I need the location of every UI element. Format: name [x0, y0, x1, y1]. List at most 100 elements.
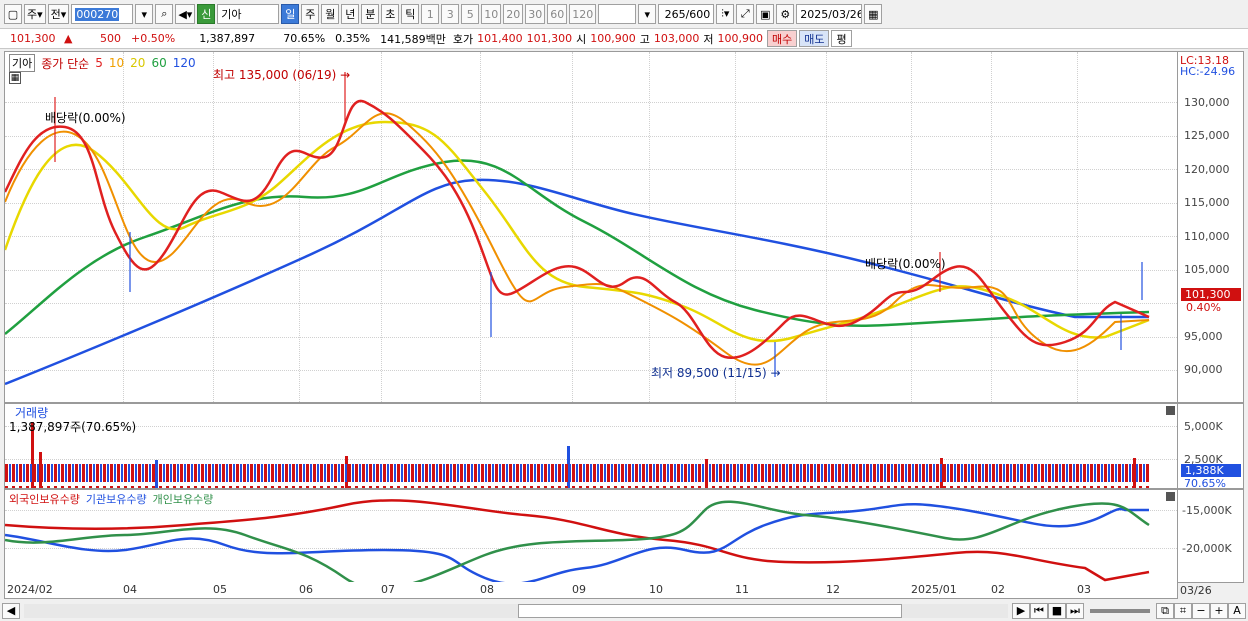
count-input[interactable]: 265/600 [658, 4, 715, 24]
zoom-slider[interactable] [1090, 608, 1150, 613]
price-chart-svg [5, 72, 1150, 386]
ma-title: 종가 단순 [41, 56, 90, 71]
market-select-label: 주 [27, 8, 38, 21]
date-tick: 07 [381, 583, 395, 596]
institution-holding-line [5, 503, 1149, 582]
save-icon[interactable]: ▣ [756, 4, 775, 24]
interval-10-button[interactable]: 10 [481, 4, 502, 24]
volume-chart-panel[interactable]: 거래량 1,387,897주(70.65%) [4, 403, 1178, 489]
market2-select[interactable]: 전 ▾ [47, 4, 70, 24]
date-tick: 10 [649, 583, 663, 596]
date-tick: 02 [991, 583, 1005, 596]
ma60-label[interactable]: 60 [151, 56, 167, 70]
scroll-thumb[interactable] [518, 603, 902, 618]
window-icon[interactable]: ▢ [4, 4, 22, 24]
ma5-line [5, 99, 1150, 360]
chart-type-icon[interactable]: ⌗ [1174, 602, 1192, 619]
stop-icon[interactable]: ■ [1048, 602, 1066, 619]
legend-individual[interactable]: 개인보유수량 [152, 493, 214, 506]
price-legend: 기아 종가 단순 5 10 20 60 120 [9, 54, 196, 72]
legend-foreign[interactable]: 외국인보유수량 [9, 493, 80, 506]
search-icon[interactable]: ⌕ [155, 4, 174, 24]
scroll-track[interactable] [24, 603, 1008, 618]
bid-price: 101,300 [526, 32, 573, 45]
y-label: -15,000K [1182, 504, 1232, 517]
market-select[interactable]: 주 ▾ [24, 4, 46, 24]
y-label: 120,000 [1184, 163, 1230, 176]
price-change-pct: +0.50% [131, 32, 176, 45]
ma10-label[interactable]: 10 [108, 56, 125, 70]
foreign-holding-line [5, 499, 1150, 582]
current-price-tag: 101,300 [1181, 288, 1241, 301]
zoom-in-icon[interactable]: + [1210, 602, 1228, 619]
quote-bar: 101,300 ▲ 500 +0.50% 1,387,897 70.65% 0.… [0, 28, 1248, 49]
layout-icon[interactable]: ⧉ [1156, 602, 1174, 619]
stock-tag[interactable]: 기아 [9, 54, 36, 72]
date-tick: 09 [572, 583, 586, 596]
calendar-icon[interactable]: ▦ [864, 4, 883, 24]
calculator-icon[interactable]: ▦ [9, 72, 21, 84]
interval-custom-input[interactable] [598, 4, 637, 24]
eval-button[interactable]: 평 [831, 30, 852, 47]
play-icon[interactable]: ▶ [1012, 602, 1030, 619]
period-day-button[interactable]: 일 [281, 4, 300, 24]
interval-1-button[interactable]: 1 [421, 4, 440, 24]
volume-title: 거래량 [15, 406, 49, 420]
current-price: 101,300 ▲ [10, 32, 73, 45]
legend-institution[interactable]: 기관보유수량 [85, 493, 147, 506]
ma120-label[interactable]: 120 [172, 56, 196, 70]
zoom-out-icon[interactable]: − [1192, 602, 1210, 619]
candle-type-icon[interactable]: ⫶▾ [716, 4, 735, 24]
interval-120-button[interactable]: 120 [569, 4, 597, 24]
ma10-line [5, 112, 1150, 366]
sell-button[interactable]: 매도 [799, 30, 830, 47]
y-label: 5,000K [1184, 420, 1223, 433]
market2-select-label: 전 [50, 8, 61, 21]
draw-tool-icon[interactable]: ⤢ [736, 4, 755, 24]
interval-dropdown-icon[interactable]: ▾ [638, 4, 657, 24]
stock-name-field[interactable]: 기아 [217, 4, 280, 24]
ask-price: 101,400 [477, 32, 523, 45]
volume-current-tag: 1,388K [1181, 464, 1241, 477]
interval-5-button[interactable]: 5 [461, 4, 480, 24]
price-chart-panel[interactable]: 기아 종가 단순 5 10 20 60 120 ▦ 최고 135,000 (06… [4, 51, 1178, 403]
open-label: 시 [576, 32, 587, 46]
rewind-icon[interactable]: ⏮ [1030, 602, 1048, 619]
buy-button[interactable]: 매수 [766, 30, 798, 47]
date-input[interactable]: 2025/03/26 [796, 4, 863, 24]
lc-label: LC:13.18 [1180, 54, 1230, 67]
dividend-annotation-2: 배당락(0.00%) [865, 257, 946, 271]
interval-30-button[interactable]: 30 [525, 4, 546, 24]
forward-icon[interactable]: ⏭ [1066, 602, 1084, 619]
scroll-left-icon[interactable]: ◀ [2, 602, 20, 619]
panel-close-icon[interactable] [1166, 406, 1175, 415]
period-month-button[interactable]: 월 [321, 4, 340, 24]
dividend-annotation-1: 배당락(0.00%) [45, 111, 126, 125]
period-year-button[interactable]: 년 [341, 4, 360, 24]
ma5-label[interactable]: 5 [95, 56, 103, 70]
stock-code-value: 000270 [75, 7, 120, 21]
date-tick: 2025/01 [911, 583, 957, 596]
price-change: 500 [100, 32, 121, 45]
turnover-rate: 0.35% [335, 32, 371, 45]
settings-gear-icon[interactable]: ⚙ [776, 4, 795, 24]
high-label: 고 [639, 32, 650, 46]
period-second-button[interactable]: 초 [381, 4, 400, 24]
speaker-icon[interactable]: ◀▾ [175, 4, 196, 24]
period-week-button[interactable]: 주 [301, 4, 320, 24]
bottom-scrollbar: ◀ ▶ ⏮ ■ ⏭ ⧉ ⌗ − + A [0, 600, 1248, 621]
auto-scale-icon[interactable]: A [1228, 602, 1246, 619]
panel-close-icon[interactable] [1166, 492, 1175, 501]
credit-badge: 신 [197, 4, 216, 24]
interval-3-button[interactable]: 3 [441, 4, 460, 24]
open-price: 100,900 [590, 32, 636, 45]
interval-60-button[interactable]: 60 [547, 4, 568, 24]
ma20-label[interactable]: 20 [130, 56, 146, 70]
stock-code-input[interactable]: 000270 [71, 4, 134, 24]
period-minute-button[interactable]: 분 [361, 4, 380, 24]
holding-chart-panel[interactable]: 외국인보유수량 기관보유수량 개인보유수량 [4, 489, 1178, 583]
period-tick-button[interactable]: 틱 [401, 4, 420, 24]
interval-20-button[interactable]: 20 [503, 4, 524, 24]
date-tick: 06 [299, 583, 313, 596]
dropdown-icon[interactable]: ▾ [135, 4, 154, 24]
